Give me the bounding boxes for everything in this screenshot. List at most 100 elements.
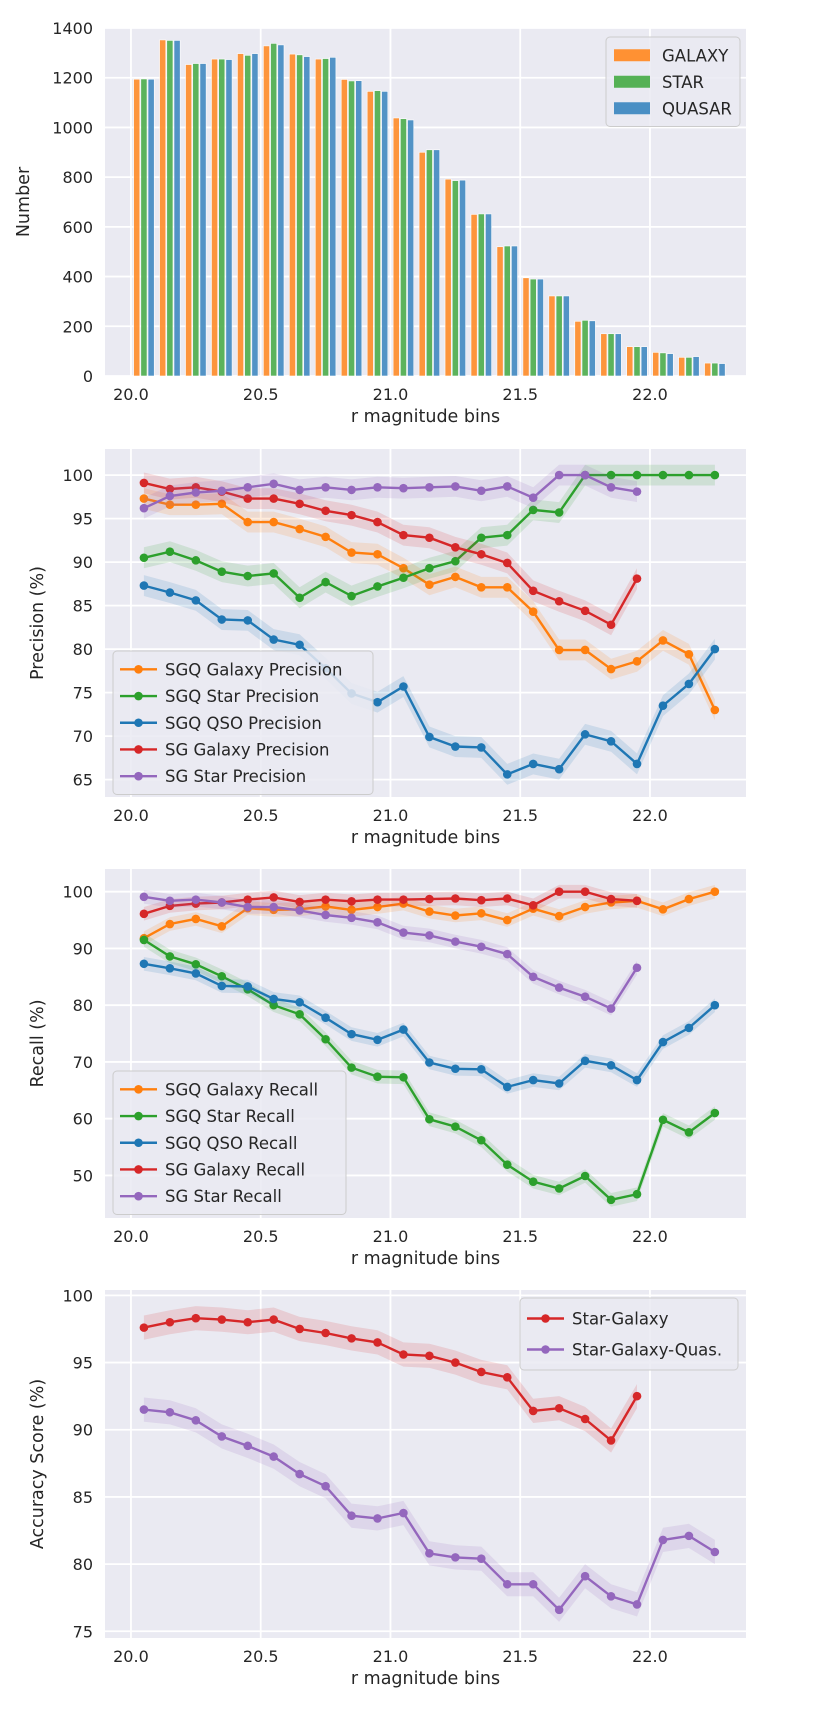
data-point	[373, 482, 382, 492]
confidence-band	[143, 933, 715, 1207]
data-point	[139, 478, 149, 488]
data-point	[606, 894, 616, 904]
legend-label: SGQ Star Recall	[165, 1107, 295, 1126]
y-tick-label: 65	[73, 771, 93, 790]
data-point	[191, 960, 201, 969]
x-tick-label: 21.0	[373, 1647, 409, 1666]
x-tick-label: 21.0	[373, 385, 409, 404]
x-tick-label: 22.0	[632, 1647, 668, 1666]
data-point	[554, 645, 564, 655]
legend-marker	[134, 771, 143, 781]
data-point	[425, 533, 434, 543]
data-point	[451, 742, 460, 751]
data-point	[476, 908, 486, 918]
legend-marker	[134, 745, 143, 754]
bar	[562, 295, 570, 377]
data-point	[476, 549, 486, 559]
data-point	[425, 563, 434, 573]
legend-marker	[134, 1138, 143, 1148]
data-point	[217, 971, 227, 981]
line-series-sg-star-precision	[139, 464, 642, 519]
data-point	[580, 645, 590, 655]
confidence-band	[143, 1397, 715, 1622]
data-point	[528, 759, 538, 769]
bar	[633, 346, 641, 377]
data-point	[502, 558, 512, 568]
data-point	[191, 969, 201, 978]
data-point	[269, 1000, 278, 1010]
y-tick-label: 75	[73, 1622, 93, 1641]
data-point	[684, 679, 694, 689]
data-point	[243, 616, 253, 625]
y-tick-label: 90	[73, 1421, 93, 1440]
data-point	[528, 972, 538, 982]
legend-label: STAR	[662, 73, 704, 92]
y-tick-label: 95	[73, 1354, 93, 1373]
legend: GALAXY STAR QUASAR	[605, 36, 741, 127]
data-point	[632, 470, 642, 480]
data-point	[632, 963, 642, 973]
data-point	[710, 644, 720, 654]
y-tick-label: 75	[73, 684, 93, 703]
data-point	[502, 482, 512, 491]
bar	[237, 53, 244, 377]
bar	[296, 54, 304, 377]
data-point	[476, 533, 486, 543]
data-point	[476, 1065, 486, 1074]
y-tick-label: 70	[73, 727, 93, 746]
data-point	[217, 1315, 227, 1324]
data-point	[425, 580, 434, 590]
data-point	[425, 1058, 434, 1067]
data-point	[165, 588, 175, 597]
bar	[159, 39, 167, 377]
data-point	[295, 499, 304, 509]
data-point	[658, 1535, 668, 1545]
bar	[166, 40, 174, 377]
panel-4: 20.0 20.5 21.0 21.5 22.0 75 80 85 90 95 100 r magni…	[28, 1286, 746, 1689]
data-point	[139, 1405, 149, 1414]
data-point	[295, 485, 304, 495]
data-point	[684, 1128, 694, 1137]
data-point	[554, 1403, 564, 1413]
data-point	[632, 759, 642, 769]
data-point	[580, 470, 590, 480]
data-point	[243, 1441, 253, 1451]
y-tick-label: 100	[62, 1286, 93, 1305]
bar	[133, 78, 141, 377]
data-point	[476, 942, 486, 952]
x-axis-label: r magnitude bins	[351, 1669, 500, 1689]
legend: SGQ Galaxy Precision SGQ Star Precision SG…	[112, 650, 374, 795]
data-point	[580, 1171, 590, 1181]
y-tick-label: 70	[73, 1053, 93, 1072]
bar	[574, 321, 582, 377]
data-point	[554, 1605, 564, 1615]
y-axis-label: Precision (%)	[28, 566, 48, 680]
bar	[277, 44, 285, 377]
data-point	[139, 909, 149, 919]
x-tick-label: 20.5	[243, 1227, 279, 1246]
bar	[485, 213, 492, 377]
data-point	[269, 494, 278, 503]
y-tick-label: 0	[83, 367, 93, 386]
y-tick-label: 400	[62, 268, 93, 287]
data-point	[295, 524, 304, 534]
y-tick-label: 1400	[52, 19, 93, 38]
data-point	[476, 743, 486, 752]
data-point	[269, 902, 278, 912]
data-point	[243, 571, 253, 581]
data-point	[451, 1064, 460, 1074]
x-tick-label: 20.5	[243, 1647, 279, 1666]
data-point	[606, 620, 616, 630]
data-point	[217, 615, 227, 624]
data-point	[606, 470, 616, 480]
line-series-sgq-star-recall	[139, 933, 720, 1207]
data-point	[321, 482, 330, 492]
data-point	[554, 470, 564, 480]
data-point	[606, 1436, 616, 1445]
data-point	[243, 902, 253, 912]
bar	[340, 79, 348, 377]
data-point	[606, 1592, 616, 1601]
data-point	[269, 635, 278, 644]
line-series-sg-galaxy-recall	[139, 884, 642, 921]
bar	[218, 58, 226, 377]
